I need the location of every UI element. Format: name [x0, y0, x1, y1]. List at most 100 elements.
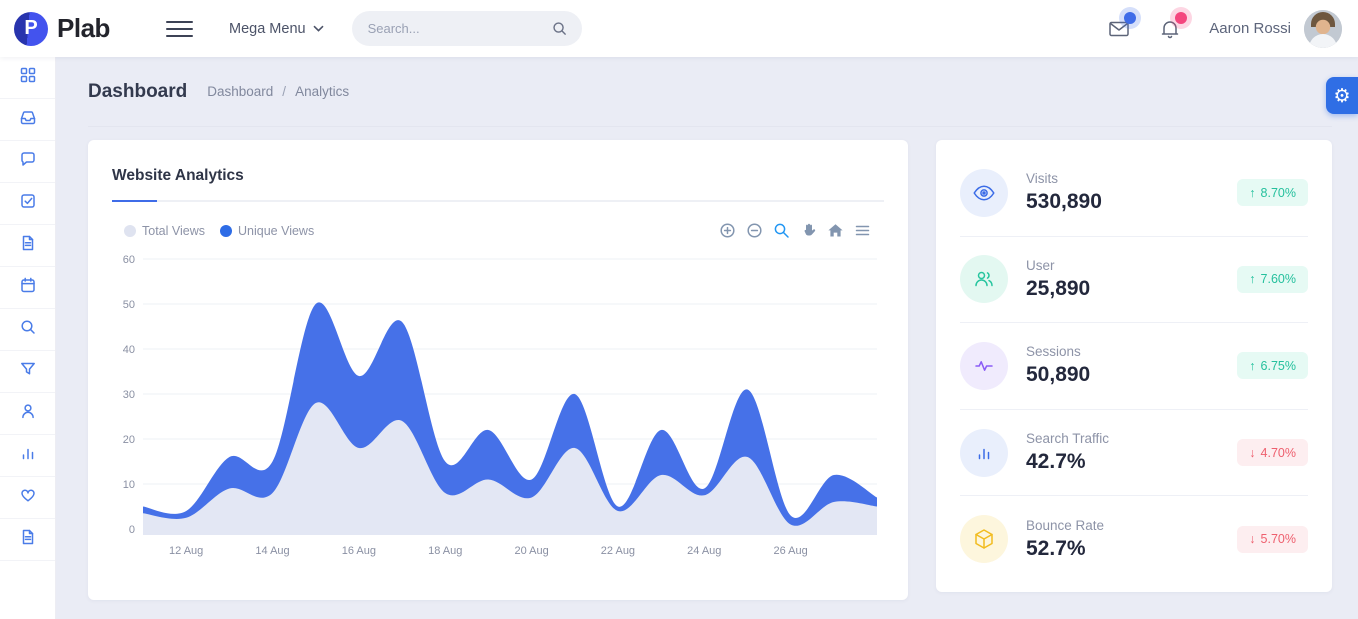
eye-icon: [960, 168, 1008, 217]
stat-row-bounce-rate: Bounce Rate 52.7% ↓ 5.70%: [960, 496, 1308, 582]
svg-text:24 Aug: 24 Aug: [687, 545, 721, 557]
sidebar-item-dashboard[interactable]: [0, 57, 55, 99]
box-zoom-icon[interactable]: [773, 222, 791, 240]
filter-icon: [19, 360, 37, 383]
heart-icon: [19, 486, 37, 509]
breadcrumb-separator: /: [282, 84, 287, 99]
page-header: Dashboard Dashboard / Analytics: [88, 57, 1332, 127]
legend-item-total-views[interactable]: Total Views: [124, 224, 205, 238]
svg-text:14 Aug: 14 Aug: [255, 545, 289, 557]
bell-icon: [1162, 20, 1179, 38]
user-icon: [19, 402, 37, 425]
sidebar-item-charts[interactable]: [0, 435, 55, 477]
svg-text:12 Aug: 12 Aug: [169, 545, 203, 557]
sidebar-item-calendar[interactable]: [0, 267, 55, 309]
chart-legend: Total Views Unique Views: [124, 224, 314, 238]
file-icon: [19, 528, 37, 551]
hamburger-menu-icon[interactable]: [166, 17, 193, 41]
svg-text:0: 0: [129, 524, 135, 536]
search-input[interactable]: [365, 20, 551, 37]
svg-text:20: 20: [123, 434, 135, 446]
topbar-actions: Aaron Rossi: [1107, 9, 1358, 48]
mail-notification-badge: [1124, 11, 1137, 24]
brand-logo[interactable]: P Plab: [0, 11, 158, 46]
svg-text:50: 50: [123, 299, 135, 311]
sidebar-item-contacts[interactable]: [0, 393, 55, 435]
title-divider: [112, 200, 884, 202]
svg-text:22 Aug: 22 Aug: [601, 545, 635, 557]
search-box: [351, 11, 582, 46]
sidebar-item-tasks[interactable]: [0, 183, 55, 225]
sidebar-item-notes[interactable]: [0, 225, 55, 267]
file-icon: [19, 234, 37, 257]
sidebar: [0, 57, 56, 619]
users-icon: [960, 255, 1008, 304]
stat-row-search-traffic: Search Traffic 42.7% ↓ 4.70%: [960, 410, 1308, 497]
home-icon[interactable]: [827, 222, 845, 240]
user-avatar: [1304, 9, 1342, 48]
stat-delta-badge: ↓ 4.70%: [1237, 439, 1308, 467]
sidebar-item-chat[interactable]: [0, 141, 55, 183]
stat-delta-badge: ↑ 6.75%: [1237, 352, 1308, 380]
stat-value: 52.7%: [1026, 536, 1086, 560]
calendar-icon: [19, 276, 37, 299]
zoom-out-icon[interactable]: [746, 222, 764, 240]
svg-text:20 Aug: 20 Aug: [514, 545, 548, 557]
breadcrumb: Dashboard / Analytics: [207, 84, 349, 99]
chart-modebar: [719, 222, 872, 240]
notifications-button[interactable]: [1158, 11, 1188, 41]
svg-text:30: 30: [123, 389, 135, 401]
svg-text:26 Aug: 26 Aug: [774, 545, 808, 557]
stat-label: Visits: [1026, 171, 1059, 187]
stat-label: Search Traffic: [1026, 431, 1110, 447]
chat-icon: [19, 150, 37, 173]
inbox-icon: [19, 108, 37, 131]
mail-icon: [1109, 21, 1130, 36]
breadcrumb-item-dashboard[interactable]: Dashboard: [207, 84, 274, 99]
logo-icon: P: [14, 11, 48, 46]
cube-icon: [960, 515, 1008, 564]
stat-label: Sessions: [1026, 344, 1081, 360]
search-icon: [552, 22, 566, 35]
stat-row-user: User 25,890 ↑ 7.60%: [960, 237, 1308, 324]
stat-value: 530,890: [1026, 190, 1102, 214]
legend-item-unique-views[interactable]: Unique Views: [220, 224, 314, 238]
legend-dot-total-views: [124, 225, 136, 237]
sidebar-item-favorites[interactable]: [0, 477, 55, 519]
activity-icon: [960, 341, 1008, 390]
pan-icon[interactable]: [800, 222, 818, 240]
notifications-badge: [1175, 11, 1188, 24]
stats-card: Visits 530,890 ↑ 8.70% User 25,890 ↑ 7.60%: [936, 140, 1332, 592]
legend-dot-unique-views: [220, 225, 232, 237]
stat-delta-badge: ↑ 7.60%: [1237, 265, 1308, 293]
mega-menu-dropdown[interactable]: Mega Menu: [229, 21, 324, 37]
check-square-icon: [19, 192, 37, 215]
grid-icon: [19, 66, 37, 89]
svg-text:60: 60: [123, 254, 135, 266]
svg-text:40: 40: [123, 344, 135, 356]
menu-icon[interactable]: [854, 222, 872, 240]
sidebar-item-search[interactable]: [0, 309, 55, 351]
page-title: Dashboard: [88, 80, 188, 102]
chart-card-title: Website Analytics: [112, 167, 244, 184]
breadcrumb-item-analytics: Analytics: [295, 84, 350, 99]
gear-icon: ⚙: [1333, 85, 1351, 107]
user-menu[interactable]: Aaron Rossi: [1209, 9, 1342, 48]
bar-chart-icon: [960, 428, 1008, 477]
zoom-in-icon[interactable]: [719, 222, 737, 240]
user-name: Aaron Rossi: [1209, 20, 1291, 37]
search-icon: [19, 318, 37, 341]
mega-menu-label: Mega Menu: [229, 20, 306, 37]
sidebar-item-inbox[interactable]: [0, 99, 55, 141]
mail-button[interactable]: [1107, 11, 1137, 41]
settings-gear-button[interactable]: ⚙: [1326, 77, 1358, 114]
sidebar-item-filter[interactable]: [0, 351, 55, 393]
stat-label: User: [1026, 257, 1055, 273]
svg-text:18 Aug: 18 Aug: [428, 545, 462, 557]
svg-text:10: 10: [123, 479, 135, 491]
sidebar-item-pages[interactable]: [0, 519, 55, 561]
analytics-area-chart[interactable]: 0 10 20 30 40 50 60 12 Aug 14 Aug 16 Aug 18 Aug 20 …: [88, 248, 908, 578]
brand-name: Plab: [57, 13, 110, 43]
stat-label: Bounce Rate: [1026, 517, 1105, 533]
main-content: Dashboard Dashboard / Analytics Website …: [56, 57, 1358, 619]
